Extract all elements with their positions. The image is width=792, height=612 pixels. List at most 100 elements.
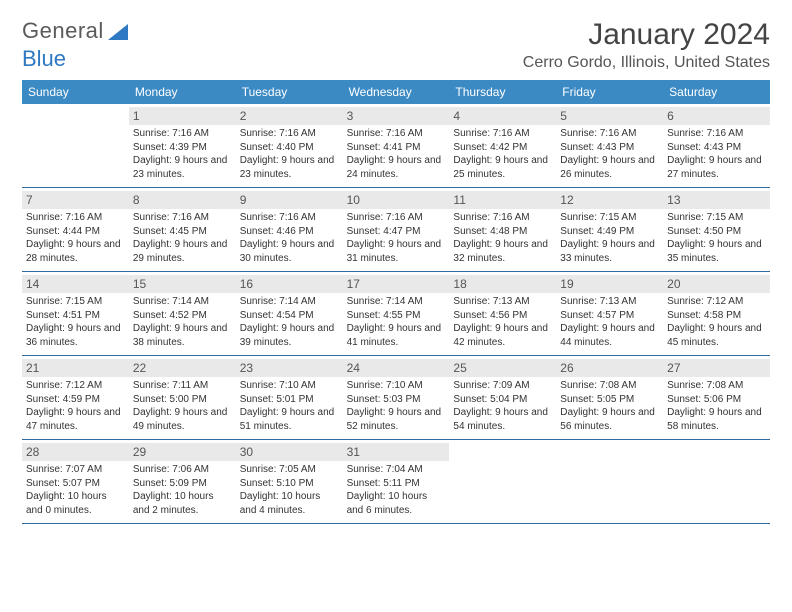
daylight-text: Daylight: 9 hours and 52 minutes. [347, 406, 446, 433]
sunrise-text: Sunrise: 7:16 AM [133, 211, 232, 225]
sunrise-text: Sunrise: 7:12 AM [667, 295, 766, 309]
sunset-text: Sunset: 4:56 PM [453, 309, 552, 323]
day-number: 22 [129, 359, 236, 377]
sunrise-text: Sunrise: 7:16 AM [133, 127, 232, 141]
sunrise-text: Sunrise: 7:16 AM [453, 127, 552, 141]
daylight-text: Daylight: 9 hours and 26 minutes. [560, 154, 659, 181]
day-info: Sunrise: 7:09 AMSunset: 5:04 PMDaylight:… [453, 379, 552, 433]
day-cell: 18 Sunrise: 7:13 AMSunset: 4:56 PMDayligh… [449, 272, 556, 355]
sunset-text: Sunset: 5:01 PM [240, 393, 339, 407]
location: Cerro Gordo, Illinois, United States [523, 54, 770, 72]
sunrise-text: Sunrise: 7:16 AM [453, 211, 552, 225]
daylight-text: Daylight: 9 hours and 32 minutes. [453, 238, 552, 265]
sunrise-text: Sunrise: 7:16 AM [347, 127, 446, 141]
day-cell: 15Sunrise: 7:14 AMSunset: 4:52 PMDayligh… [129, 272, 236, 355]
day-number: 29 [129, 443, 236, 461]
day-cell: 7 Sunrise: 7:16 AMSunset: 4:44 PMDaylight… [22, 188, 129, 271]
day-info: Sunrise: 7:08 AMSunset: 5:05 PMDaylight:… [560, 379, 659, 433]
daylight-text: Daylight: 9 hours and 56 minutes. [560, 406, 659, 433]
day-number: 6 [663, 107, 770, 125]
day-number: 1 [129, 107, 236, 125]
day-number: 9 [236, 191, 343, 209]
sunrise-text: Sunrise: 7:08 AM [667, 379, 766, 393]
daylight-text: Daylight: 9 hours and 24 minutes. [347, 154, 446, 181]
day-cell [663, 440, 770, 523]
sunset-text: Sunset: 5:05 PM [560, 393, 659, 407]
day-number: 2 [236, 107, 343, 125]
day-info: Sunrise: 7:10 AMSunset: 5:03 PMDaylight:… [347, 379, 446, 433]
sunrise-text: Sunrise: 7:06 AM [133, 463, 232, 477]
daylight-text: Daylight: 9 hours and 23 minutes. [133, 154, 232, 181]
daylight-text: Daylight: 9 hours and 42 minutes. [453, 322, 552, 349]
day-cell: 22 Sunrise: 7:11 AMSunset: 5:00 PMDayligh… [129, 356, 236, 439]
day-info: Sunrise: 7:16 AMSunset: 4:41 PMDaylight:… [347, 127, 446, 181]
sunset-text: Sunset: 4:42 PM [453, 141, 552, 155]
daylight-text: Daylight: 10 hours and 6 minutes. [347, 490, 446, 517]
sunrise-text: Sunrise: 7:16 AM [240, 127, 339, 141]
month-title: January 2024 [523, 18, 770, 52]
day-number: 28 [22, 443, 129, 461]
sunset-text: Sunset: 5:09 PM [133, 477, 232, 491]
sunrise-text: Sunrise: 7:11 AM [133, 379, 232, 393]
day-cell: 14Sunrise: 7:15 AMSunset: 4:51 PMDayligh… [22, 272, 129, 355]
day-number: 18 [449, 275, 556, 293]
day-cell: 8Sunrise: 7:16 AMSunset: 4:45 PMDaylight… [129, 188, 236, 271]
day-info: Sunrise: 7:16 AMSunset: 4:47 PMDaylight:… [347, 211, 446, 265]
day-info: Sunrise: 7:07 AMSunset: 5:07 PMDaylight:… [26, 463, 125, 517]
day-info: Sunrise: 7:15 AMSunset: 4:51 PMDaylight:… [26, 295, 125, 349]
sunset-text: Sunset: 4:43 PM [560, 141, 659, 155]
sunrise-text: Sunrise: 7:07 AM [26, 463, 125, 477]
day-number: 27 [663, 359, 770, 377]
sunrise-text: Sunrise: 7:14 AM [240, 295, 339, 309]
sunset-text: Sunset: 4:52 PM [133, 309, 232, 323]
day-cell: 28 Sunrise: 7:07 AMSunset: 5:07 PMDayligh… [22, 440, 129, 523]
daylight-text: Daylight: 9 hours and 25 minutes. [453, 154, 552, 181]
logo-sail-icon [108, 22, 130, 40]
day-cell [449, 440, 556, 523]
daylight-text: Daylight: 9 hours and 28 minutes. [26, 238, 125, 265]
day-info: Sunrise: 7:13 AMSunset: 4:56 PMDaylight:… [453, 295, 552, 349]
day-cell: 30Sunrise: 7:05 AMSunset: 5:10 PMDayligh… [236, 440, 343, 523]
day-cell: 10Sunrise: 7:16 AMSunset: 4:47 PMDayligh… [343, 188, 450, 271]
sunset-text: Sunset: 4:49 PM [560, 225, 659, 239]
day-info: Sunrise: 7:16 AMSunset: 4:39 PMDaylight:… [133, 127, 232, 181]
logo: General [22, 18, 130, 44]
sunset-text: Sunset: 5:10 PM [240, 477, 339, 491]
sunrise-text: Sunrise: 7:09 AM [453, 379, 552, 393]
weeks-container: 1 Sunrise: 7:16 AMSunset: 4:39 PMDaylight… [22, 104, 770, 524]
day-cell [556, 440, 663, 523]
daylight-text: Daylight: 9 hours and 49 minutes. [133, 406, 232, 433]
day-info: Sunrise: 7:06 AMSunset: 5:09 PMDaylight:… [133, 463, 232, 517]
day-cell: 5Sunrise: 7:16 AMSunset: 4:43 PMDaylight… [556, 104, 663, 187]
sunset-text: Sunset: 4:55 PM [347, 309, 446, 323]
sunset-text: Sunset: 5:03 PM [347, 393, 446, 407]
day-info: Sunrise: 7:13 AMSunset: 4:57 PMDaylight:… [560, 295, 659, 349]
sunset-text: Sunset: 5:06 PM [667, 393, 766, 407]
day-number: 23 [236, 359, 343, 377]
day-number: 3 [343, 107, 450, 125]
day-info: Sunrise: 7:12 AMSunset: 4:59 PMDaylight:… [26, 379, 125, 433]
daylight-text: Daylight: 9 hours and 36 minutes. [26, 322, 125, 349]
sunset-text: Sunset: 5:11 PM [347, 477, 446, 491]
day-cell: 4Sunrise: 7:16 AMSunset: 4:42 PMDaylight… [449, 104, 556, 187]
day-cell: 13Sunrise: 7:15 AMSunset: 4:50 PMDayligh… [663, 188, 770, 271]
day-number: 25 [449, 359, 556, 377]
day-number: 7 [22, 191, 129, 209]
daylight-text: Daylight: 10 hours and 2 minutes. [133, 490, 232, 517]
day-info: Sunrise: 7:11 AMSunset: 5:00 PMDaylight:… [133, 379, 232, 433]
sunrise-text: Sunrise: 7:13 AM [560, 295, 659, 309]
sunrise-text: Sunrise: 7:15 AM [560, 211, 659, 225]
day-cell: 3 Sunrise: 7:16 AMSunset: 4:41 PMDaylight… [343, 104, 450, 187]
day-number: 26 [556, 359, 663, 377]
sunset-text: Sunset: 4:46 PM [240, 225, 339, 239]
week-row: 1 Sunrise: 7:16 AMSunset: 4:39 PMDaylight… [22, 104, 770, 188]
sunrise-text: Sunrise: 7:12 AM [26, 379, 125, 393]
day-cell: 2 Sunrise: 7:16 AMSunset: 4:40 PMDaylight… [236, 104, 343, 187]
week-row: 21Sunrise: 7:12 AMSunset: 4:59 PMDayligh… [22, 356, 770, 440]
day-info: Sunrise: 7:16 AMSunset: 4:44 PMDaylight:… [26, 211, 125, 265]
day-cell: 16Sunrise: 7:14 AMSunset: 4:54 PMDayligh… [236, 272, 343, 355]
sunrise-text: Sunrise: 7:05 AM [240, 463, 339, 477]
day-info: Sunrise: 7:16 AMSunset: 4:48 PMDaylight:… [453, 211, 552, 265]
day-info: Sunrise: 7:14 AMSunset: 4:52 PMDaylight:… [133, 295, 232, 349]
day-info: Sunrise: 7:16 AMSunset: 4:40 PMDaylight:… [240, 127, 339, 181]
